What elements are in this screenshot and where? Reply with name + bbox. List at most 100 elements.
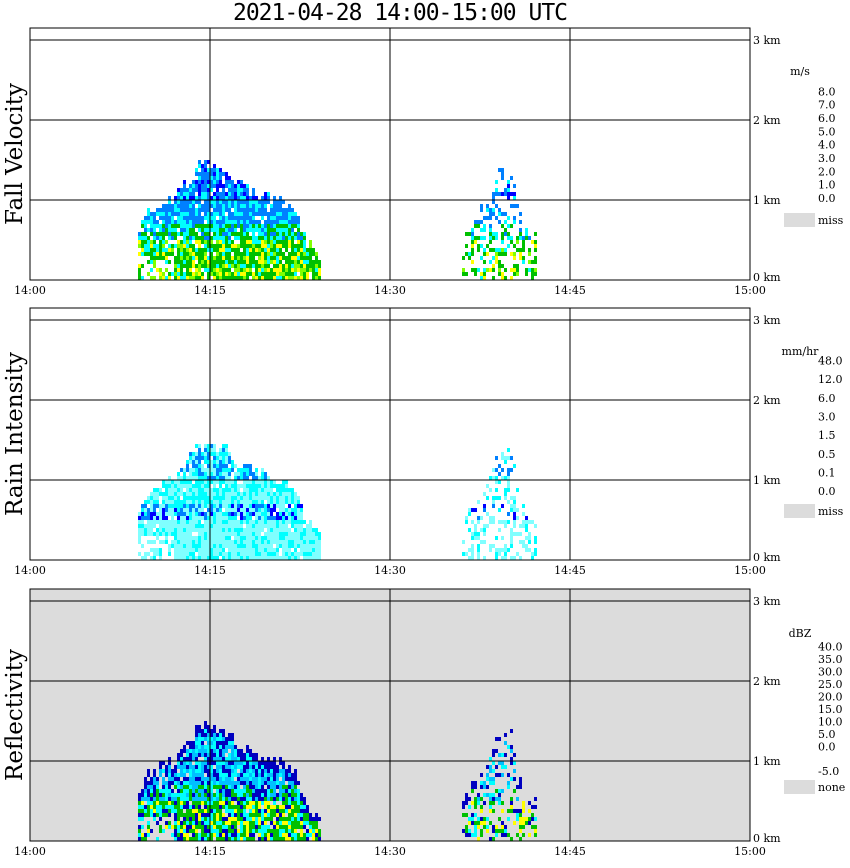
- echo-cell: [186, 556, 189, 560]
- echo-cell: [180, 825, 183, 829]
- echo-cell: [219, 476, 222, 480]
- echo-cell: [270, 777, 273, 781]
- echo-cell: [288, 232, 291, 236]
- echo-cell: [492, 520, 495, 524]
- echo-cell: [483, 236, 486, 240]
- echo-cell: [186, 777, 189, 781]
- echo-cell: [171, 236, 174, 240]
- echo-cell: [255, 228, 258, 232]
- echo-cell: [216, 200, 219, 204]
- echo-cell: [138, 809, 141, 813]
- echo-cell: [177, 797, 180, 801]
- echo-cell: [231, 516, 234, 520]
- echo-cell: [225, 480, 228, 484]
- echo-cell: [246, 524, 249, 528]
- echo-cell: [171, 208, 174, 212]
- echo-cell: [210, 536, 213, 540]
- echo-cell: [156, 805, 159, 809]
- echo-cell: [204, 484, 207, 488]
- echo-cell: [162, 512, 165, 516]
- echo-cell: [216, 753, 219, 757]
- echo-cell: [261, 224, 264, 228]
- echo-cell: [201, 488, 204, 492]
- echo-cell: [201, 801, 204, 805]
- echo-cell: [207, 777, 210, 781]
- legend-label: 0.5: [818, 448, 836, 461]
- echo-cell: [522, 540, 525, 544]
- x-tick-label: 14:45: [554, 845, 586, 858]
- echo-cell: [318, 544, 321, 548]
- echo-cell: [255, 236, 258, 240]
- echo-cell: [462, 813, 465, 817]
- echo-cell: [198, 789, 201, 793]
- echo-cell: [531, 520, 534, 524]
- echo-cell: [201, 272, 204, 276]
- echo-cell: [228, 192, 231, 196]
- echo-cell: [180, 520, 183, 524]
- echo-cell: [222, 204, 225, 208]
- echo-cell: [468, 512, 471, 516]
- echo-cell: [222, 745, 225, 749]
- echo-cell: [477, 556, 480, 560]
- echo-cell: [204, 781, 207, 785]
- echo-cell: [159, 228, 162, 232]
- echo-cell: [138, 532, 141, 536]
- echo-cell: [249, 813, 252, 817]
- echo-cell: [510, 729, 513, 733]
- echo-cell: [228, 821, 231, 825]
- echo-cell: [207, 548, 210, 552]
- echo-cell: [177, 817, 180, 821]
- echo-cell: [180, 833, 183, 837]
- echo-cell: [282, 821, 285, 825]
- echo-cell: [270, 512, 273, 516]
- echo-cell: [219, 520, 222, 524]
- echo-cell: [162, 785, 165, 789]
- echo-cell: [255, 821, 258, 825]
- echo-cell: [225, 180, 228, 184]
- echo-cell: [297, 512, 300, 516]
- echo-cell: [207, 769, 210, 773]
- echo-cell: [231, 248, 234, 252]
- echo-cell: [288, 264, 291, 268]
- echo-cell: [249, 464, 252, 468]
- echo-cell: [141, 817, 144, 821]
- echo-cell: [294, 556, 297, 560]
- echo-cell: [210, 168, 213, 172]
- echo-cell: [228, 236, 231, 240]
- echo-cell: [177, 204, 180, 208]
- echo-cell: [210, 817, 213, 821]
- echo-cell: [249, 825, 252, 829]
- echo-cell: [477, 500, 480, 504]
- echo-cell: [279, 240, 282, 244]
- echo-cell: [222, 456, 225, 460]
- echo-cell: [300, 813, 303, 817]
- echo-cell: [243, 496, 246, 500]
- echo-cell: [177, 821, 180, 825]
- echo-cell: [165, 268, 168, 272]
- echo-cell: [270, 508, 273, 512]
- echo-cell: [147, 496, 150, 500]
- echo-cell: [237, 805, 240, 809]
- echo-cell: [258, 276, 261, 280]
- echo-cell: [195, 789, 198, 793]
- echo-cell: [219, 757, 222, 761]
- echo-cell: [489, 801, 492, 805]
- echo-cell: [246, 224, 249, 228]
- echo-cell: [258, 524, 261, 528]
- echo-cell: [168, 532, 171, 536]
- echo-cell: [234, 228, 237, 232]
- echo-cell: [465, 825, 468, 829]
- echo-cell: [213, 548, 216, 552]
- echo-cell: [318, 540, 321, 544]
- echo-cell: [177, 544, 180, 548]
- echo-cell: [210, 733, 213, 737]
- echo-cell: [210, 496, 213, 500]
- echo-cell: [483, 528, 486, 532]
- echo-cell: [285, 548, 288, 552]
- echo-cell: [522, 809, 525, 813]
- echo-cell: [210, 801, 213, 805]
- echo-cell: [192, 813, 195, 817]
- echo-cell: [501, 240, 504, 244]
- echo-cell: [270, 244, 273, 248]
- echo-cell: [177, 532, 180, 536]
